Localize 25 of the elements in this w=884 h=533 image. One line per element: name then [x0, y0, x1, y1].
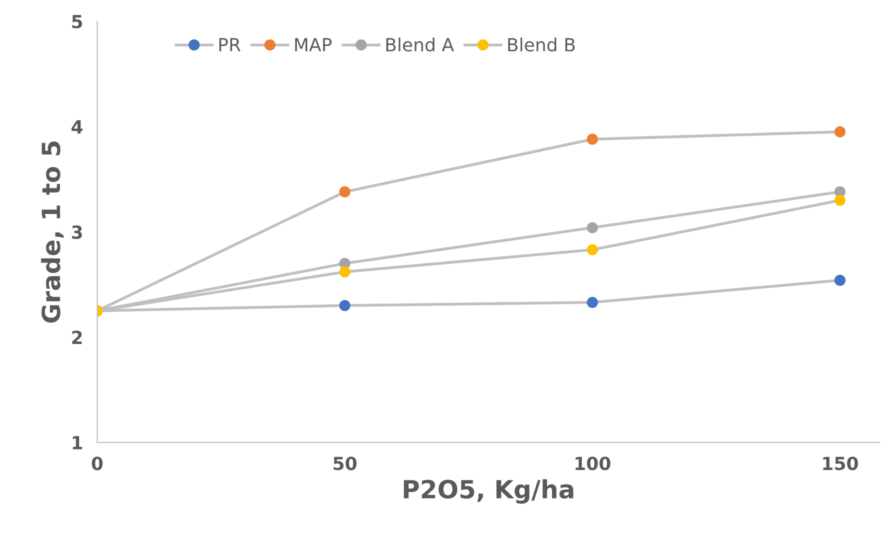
legend-label: Blend B [508, 38, 575, 52]
legend-label: PR [219, 38, 241, 52]
y-axis-title: Grade, 1 to 5 [41, 142, 64, 323]
point [586, 222, 598, 234]
y-tick-label: 1 [72, 436, 82, 450]
x-axis-title: P2O5, Kg/ha [404, 479, 574, 504]
x-tick-label: 0 [92, 456, 103, 470]
y-tick-label: 5 [72, 15, 82, 28]
point [586, 244, 598, 256]
legend-label: Blend A [386, 38, 454, 52]
x-tick-label: 100 [576, 456, 610, 470]
point [339, 266, 350, 278]
legend-label: MAP [295, 38, 332, 52]
y-tick-label: 2 [72, 330, 82, 344]
point [834, 126, 846, 138]
x-tick-label: 150 [823, 456, 858, 470]
point [339, 186, 350, 198]
point [834, 194, 846, 206]
point [339, 300, 350, 312]
point [834, 274, 846, 286]
point [586, 296, 598, 308]
y-tick-label: 3 [72, 225, 82, 239]
y-tick-label: 4 [72, 120, 83, 134]
point [586, 134, 598, 145]
x-tick-label: 50 [334, 456, 357, 470]
